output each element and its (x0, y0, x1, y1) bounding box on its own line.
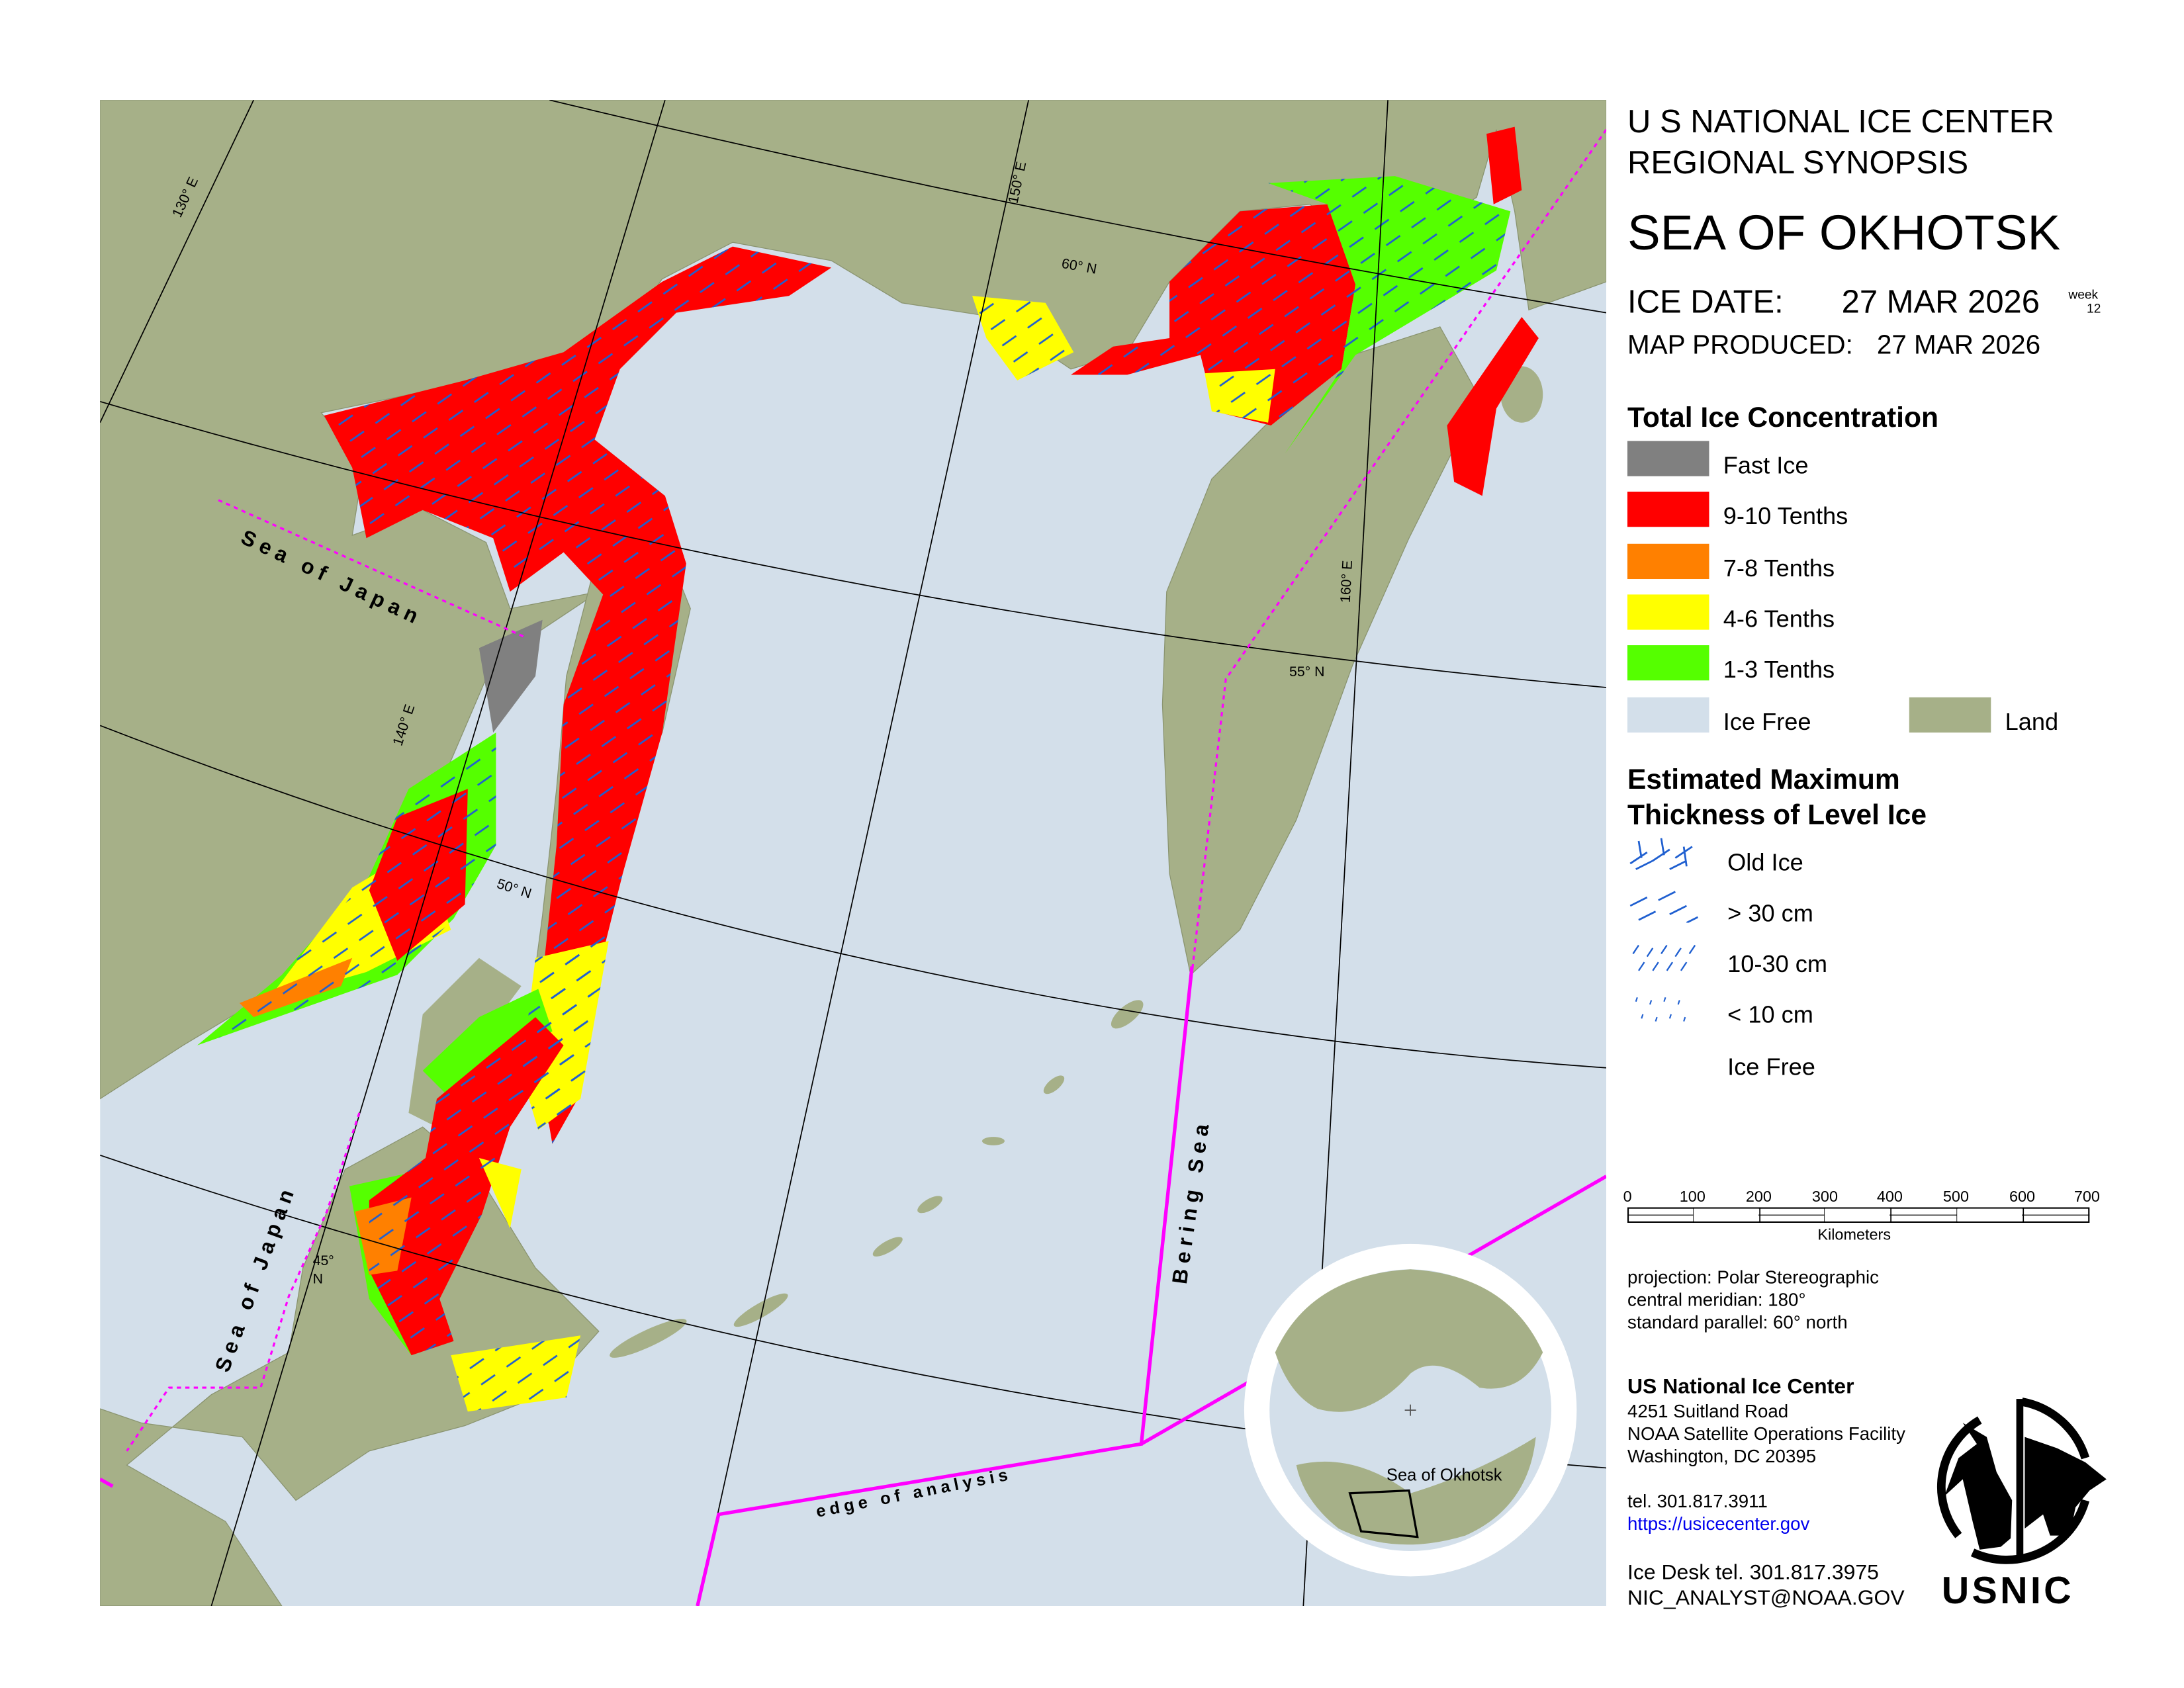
usnic-logo-text: USNIC (1941, 1569, 2074, 1612)
contact-name: US National Ice Center (1627, 1374, 1854, 1399)
ice-9-10-tenths-north-tip (1486, 126, 1522, 204)
map-produced-label: MAP PRODUCED: (1627, 331, 1853, 361)
usnic-logo-icon (1936, 1398, 2107, 1564)
week-label: week (2068, 287, 2099, 302)
concentration-legend-title: Total Ice Concentration (1627, 402, 1939, 434)
dot-dash-icon (1635, 997, 1686, 1022)
scale-tick: 100 (1679, 1188, 1706, 1206)
legend-label: Fast Ice (1723, 452, 1809, 479)
contact-address1: 4251 Suitland Road (1627, 1400, 1789, 1422)
fast-ice-amur (478, 619, 543, 733)
fast-ice-swatch (1627, 441, 1709, 476)
week-number: 12 (2087, 301, 2101, 316)
contact-address2: NOAA Satellite Operations Facility (1627, 1423, 1905, 1444)
thickness-hatching (197, 176, 1511, 1412)
region-title: SEA OF OKHOTSK (1627, 205, 2061, 261)
contact-address3: Washington, DC 20395 (1627, 1445, 1817, 1467)
ice-desk-tel: Ice Desk tel. 301.817.3975 (1627, 1560, 1879, 1585)
analysis-boundaries (100, 128, 1607, 1607)
hokkaido-island (100, 1126, 600, 1607)
legend-label: 7-8 Tenths (1723, 555, 1835, 582)
thickness-legend-subtitle: Thickness of Level Ice (1627, 800, 1927, 832)
contact-email: NIC_ANALYST@NOAA.GOV (1627, 1586, 1905, 1611)
land-swatch (1909, 697, 1991, 733)
legend-label: Old Ice (1727, 849, 1803, 877)
ice-date-label: ICE DATE: (1627, 283, 1784, 320)
legend-label: 9-10 Tenths (1723, 503, 1848, 530)
crosshatch-icon (1629, 838, 1693, 870)
scale-tick: 300 (1811, 1188, 1838, 1206)
inset-region-box (1348, 1489, 1419, 1538)
map-produced-value: 27 MAR 2026 (1876, 331, 2041, 361)
long-dash-icon (1629, 891, 1699, 923)
inset-label: Sea of Okhotsk (1387, 1466, 1502, 1485)
scale-tick: 700 (2073, 1188, 2100, 1206)
inset-globe: Sea of Okhotsk (1244, 1243, 1577, 1577)
legend-label: Ice Free (1723, 708, 1811, 736)
ice-date-value: 27 MAR 2026 (1841, 283, 2040, 320)
lat-45-n-label: N (313, 1271, 323, 1287)
9-10-tenths-swatch (1627, 492, 1709, 527)
scale-tick: 200 (1745, 1188, 1772, 1206)
projection-text: projection: Polar Stereographic (1627, 1266, 1880, 1288)
legend-label: < 10 cm (1727, 1001, 1813, 1029)
lat-45-label: 45° (313, 1253, 334, 1268)
legend-label: Ice Free (1727, 1053, 1815, 1081)
legend-label: > 30 cm (1727, 900, 1813, 927)
kuril-islands (610, 366, 1543, 1358)
legend-label: 10-30 cm (1727, 951, 1828, 978)
lon-160-label: 160° E (1338, 560, 1355, 603)
ice-1-3-tenths-aniva (422, 989, 553, 1102)
website-link[interactable]: https://usicecenter.gov (1627, 1513, 1810, 1534)
asian-mainland (100, 100, 1607, 1100)
standard-parallel-text: standard parallel: 60° north (1627, 1311, 1848, 1333)
scale-bar-graphic (1627, 1207, 2090, 1223)
lat-55-label: 55° N (1289, 664, 1324, 680)
legend-label: 1-3 Tenths (1723, 656, 1835, 684)
7-8-tenths-swatch (1627, 543, 1709, 580)
legend-label: Land (2005, 708, 2059, 736)
contact-tel: tel. 301.817.3911 (1627, 1490, 1768, 1512)
org-title: U S NATIONAL ICE CENTER (1627, 103, 2054, 140)
thickness-legend-title: Estimated Maximum (1627, 765, 1900, 796)
short-dash-icon (1632, 944, 1696, 971)
scale-tick: 500 (1942, 1188, 1969, 1206)
4-6-tenths-swatch (1627, 594, 1709, 630)
scale-tick: 400 (1876, 1188, 1903, 1206)
central-meridian-text: central meridian: 180° (1627, 1289, 1806, 1310)
1-3-tenths-swatch (1627, 645, 1709, 681)
scale-tick: 600 (2009, 1188, 2036, 1206)
scale-unit: Kilometers (1817, 1227, 1891, 1244)
ice-free-swatch (1627, 697, 1709, 733)
legend-label: 4-6 Tenths (1723, 605, 1835, 633)
scale-tick: 0 (1623, 1188, 1632, 1206)
ice-9-10-tenths-kamchatka-east (1447, 317, 1539, 496)
report-type: REGIONAL SYNOPSIS (1627, 144, 1969, 181)
